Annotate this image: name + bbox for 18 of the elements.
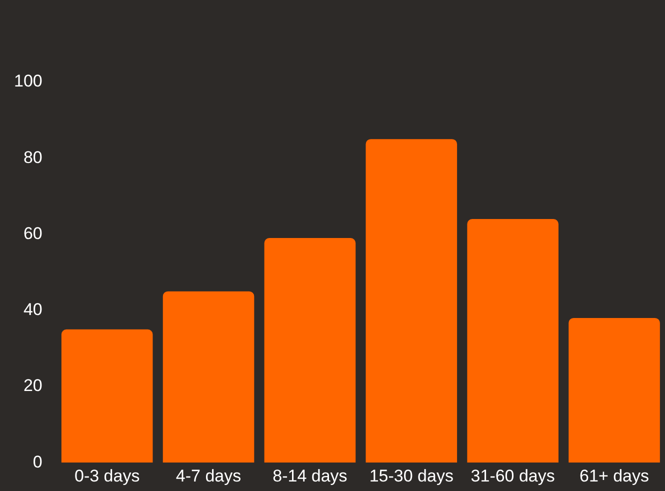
y-tick-label: 0 bbox=[32, 452, 42, 472]
y-tick-label: 60 bbox=[23, 224, 42, 243]
bar bbox=[366, 139, 458, 463]
bar bbox=[467, 219, 558, 463]
y-tick-label: 80 bbox=[23, 148, 42, 167]
x-tick-label: 31-60 days bbox=[470, 466, 555, 486]
x-tick-label: 8-14 days bbox=[272, 466, 348, 486]
bar bbox=[264, 238, 356, 463]
x-tick-label: 61+ days bbox=[580, 466, 650, 486]
bar bbox=[162, 291, 254, 463]
x-tick-label: 0-3 days bbox=[74, 466, 140, 486]
bar bbox=[568, 318, 660, 463]
bar bbox=[61, 329, 153, 463]
x-tick-label: 4-7 days bbox=[176, 466, 242, 486]
y-tick-label: 40 bbox=[23, 300, 42, 320]
x-tick-label: 15-30 days bbox=[369, 466, 454, 486]
y-tick-label: 100 bbox=[14, 72, 42, 91]
y-tick-label: 20 bbox=[23, 376, 42, 396]
